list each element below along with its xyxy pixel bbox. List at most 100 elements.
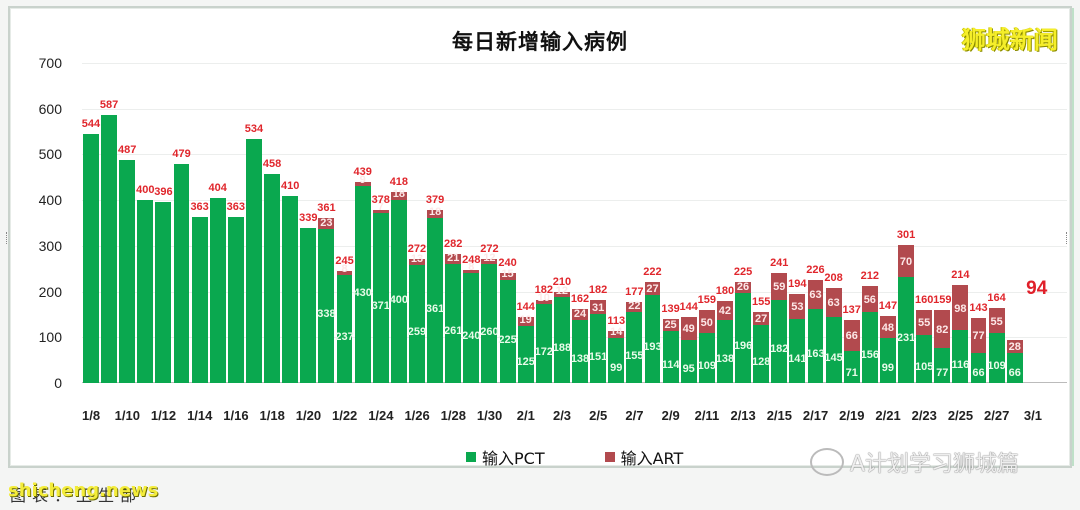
bar-segment-art: [843, 320, 860, 351]
y-axis-label: 700: [38, 55, 62, 71]
total-value-label: 143: [969, 301, 988, 314]
total-value-label: 363: [226, 201, 246, 214]
pct-value-label: 77: [936, 367, 949, 379]
pct-value-label: 261: [444, 325, 463, 338]
pct-value-label: 259: [407, 325, 427, 338]
total-value-label: 479: [172, 148, 191, 161]
legend-label-art: 输入ART: [620, 449, 684, 468]
total-value-label: 487: [117, 144, 137, 157]
bar-segment-pct: [354, 186, 371, 383]
resize-handle-left[interactable]: [6, 232, 10, 244]
bar-segment-pct: [155, 201, 172, 383]
bar-segment-art: [336, 271, 353, 275]
bar-segment-art: [1006, 340, 1023, 353]
total-value-label: 155: [751, 296, 771, 309]
bar: 458: [263, 158, 281, 383]
bar-segment-pct: [553, 297, 570, 383]
bar-segment-art: [970, 317, 987, 353]
bar: 10 172 182: [535, 284, 553, 383]
bar: 14 99 113: [607, 315, 625, 383]
total-value-label: 248: [462, 253, 481, 266]
total-value-label: 379: [425, 193, 445, 206]
pct-value-label: 109: [987, 360, 1006, 373]
art-value-label: 18: [428, 205, 442, 218]
bar-segment-art: [517, 317, 534, 326]
total-value-label: 182: [534, 283, 553, 296]
art-value-label: 9: [359, 174, 366, 187]
art-value-label: 13: [410, 252, 424, 265]
pct-value-label: 125: [516, 356, 535, 369]
gridline: [82, 291, 1067, 293]
bar: 15 225 240: [498, 257, 517, 383]
bar-segment-art: [825, 287, 842, 317]
bar-segment-pct: [861, 311, 878, 383]
bar-segment-pct: [608, 337, 625, 383]
art-value-label: 49: [682, 323, 695, 336]
art-value-label: 59: [773, 281, 786, 294]
x-axis-label: 1/10: [114, 408, 140, 423]
pct-value-label: 172: [534, 345, 553, 358]
x-axis-label: 2/15: [766, 408, 792, 423]
gridline: [82, 108, 1067, 110]
pct-value-label: 240: [462, 330, 481, 343]
x-axis-label: 1/16: [223, 408, 249, 423]
bar-segment-art: [590, 299, 607, 314]
bar: 24 138 162: [571, 293, 589, 383]
art-value-label: 10: [537, 292, 550, 305]
gridline: [82, 154, 1067, 156]
x-axis-label: 1/12: [150, 408, 177, 423]
total-value-label: 210: [552, 275, 572, 288]
bar: 98 116 214: [951, 269, 970, 383]
bar-segment-pct: [427, 217, 444, 383]
pct-value-label: 66: [972, 367, 985, 379]
art-value-label: 8: [468, 261, 475, 274]
wechat-icon: [810, 448, 844, 476]
x-axis-label: 1/18: [259, 408, 285, 423]
total-value-label: 282: [444, 238, 463, 251]
bar: 9 430 439: [353, 166, 372, 383]
art-value-label: 14: [610, 325, 623, 338]
bar-segment-pct: [626, 312, 643, 383]
art-value-label: 19: [519, 313, 532, 326]
total-value-label: 418: [389, 175, 409, 188]
pct-value-label: 99: [881, 362, 895, 375]
bar-segment-pct: [807, 308, 824, 383]
bar-segment-pct: [572, 319, 588, 383]
bar-segment-pct: [173, 164, 190, 383]
bar-segment-art: [698, 310, 715, 334]
y-axis-label: 100: [38, 329, 62, 346]
x-axis-label: 2/21: [875, 408, 901, 423]
bar: 55 105 160: [915, 294, 933, 383]
pct-value-label: 151: [588, 350, 608, 363]
bar: 22 155 177: [625, 286, 644, 383]
bar-segment-pct: [101, 114, 118, 383]
total-value-label: 245: [335, 255, 354, 267]
x-axis-label: 1/20: [295, 408, 322, 423]
art-value-label: 22: [628, 300, 641, 313]
bar: 8 237 245: [335, 255, 354, 383]
resize-handle-right[interactable]: [1066, 232, 1070, 244]
bar-segment-art: [481, 258, 498, 265]
total-value-label: 339: [299, 212, 318, 225]
bar-segment-pct: [970, 352, 987, 383]
bar: 25 114 139: [661, 303, 680, 383]
pct-value-label: 225: [498, 333, 517, 346]
bar: 50 109 159: [698, 294, 716, 383]
gridline: [82, 200, 1067, 202]
bar: 339: [299, 212, 317, 383]
chart-frame: 每日新增输入病例 狮城新闻 0 100 200 300 400 500 600 700 544 5…: [6, 6, 1074, 468]
total-value-label: 177: [625, 286, 644, 299]
total-value-label: 94: [1026, 278, 1048, 300]
bar: 7 371 378: [372, 194, 390, 383]
bar-segment-pct: [1006, 352, 1023, 383]
bar-segment-art: [372, 210, 389, 214]
pct-value-label: 231: [896, 332, 916, 345]
total-value-label: 404: [208, 182, 227, 195]
bar-segment-pct: [898, 277, 914, 383]
total-value-label: 222: [643, 266, 662, 279]
bar-segment-art: [680, 317, 697, 340]
total-value-label: 137: [842, 304, 861, 317]
bar-segment-art: [771, 272, 788, 300]
art-value-label: 24: [573, 307, 587, 320]
bar: 28 66 94: [1006, 278, 1047, 383]
